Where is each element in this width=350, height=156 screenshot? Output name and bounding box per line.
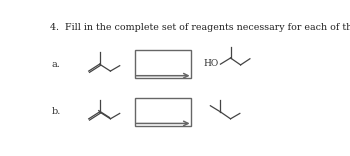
Text: 4.  Fill in the complete set of reagents necessary for each of the following rea: 4. Fill in the complete set of reagents … [50, 23, 350, 32]
Bar [135, 98, 191, 126]
Text: HO: HO [204, 59, 219, 68]
Text: a.: a. [51, 60, 60, 69]
Text: b.: b. [51, 107, 61, 116]
Bar [135, 50, 191, 78]
